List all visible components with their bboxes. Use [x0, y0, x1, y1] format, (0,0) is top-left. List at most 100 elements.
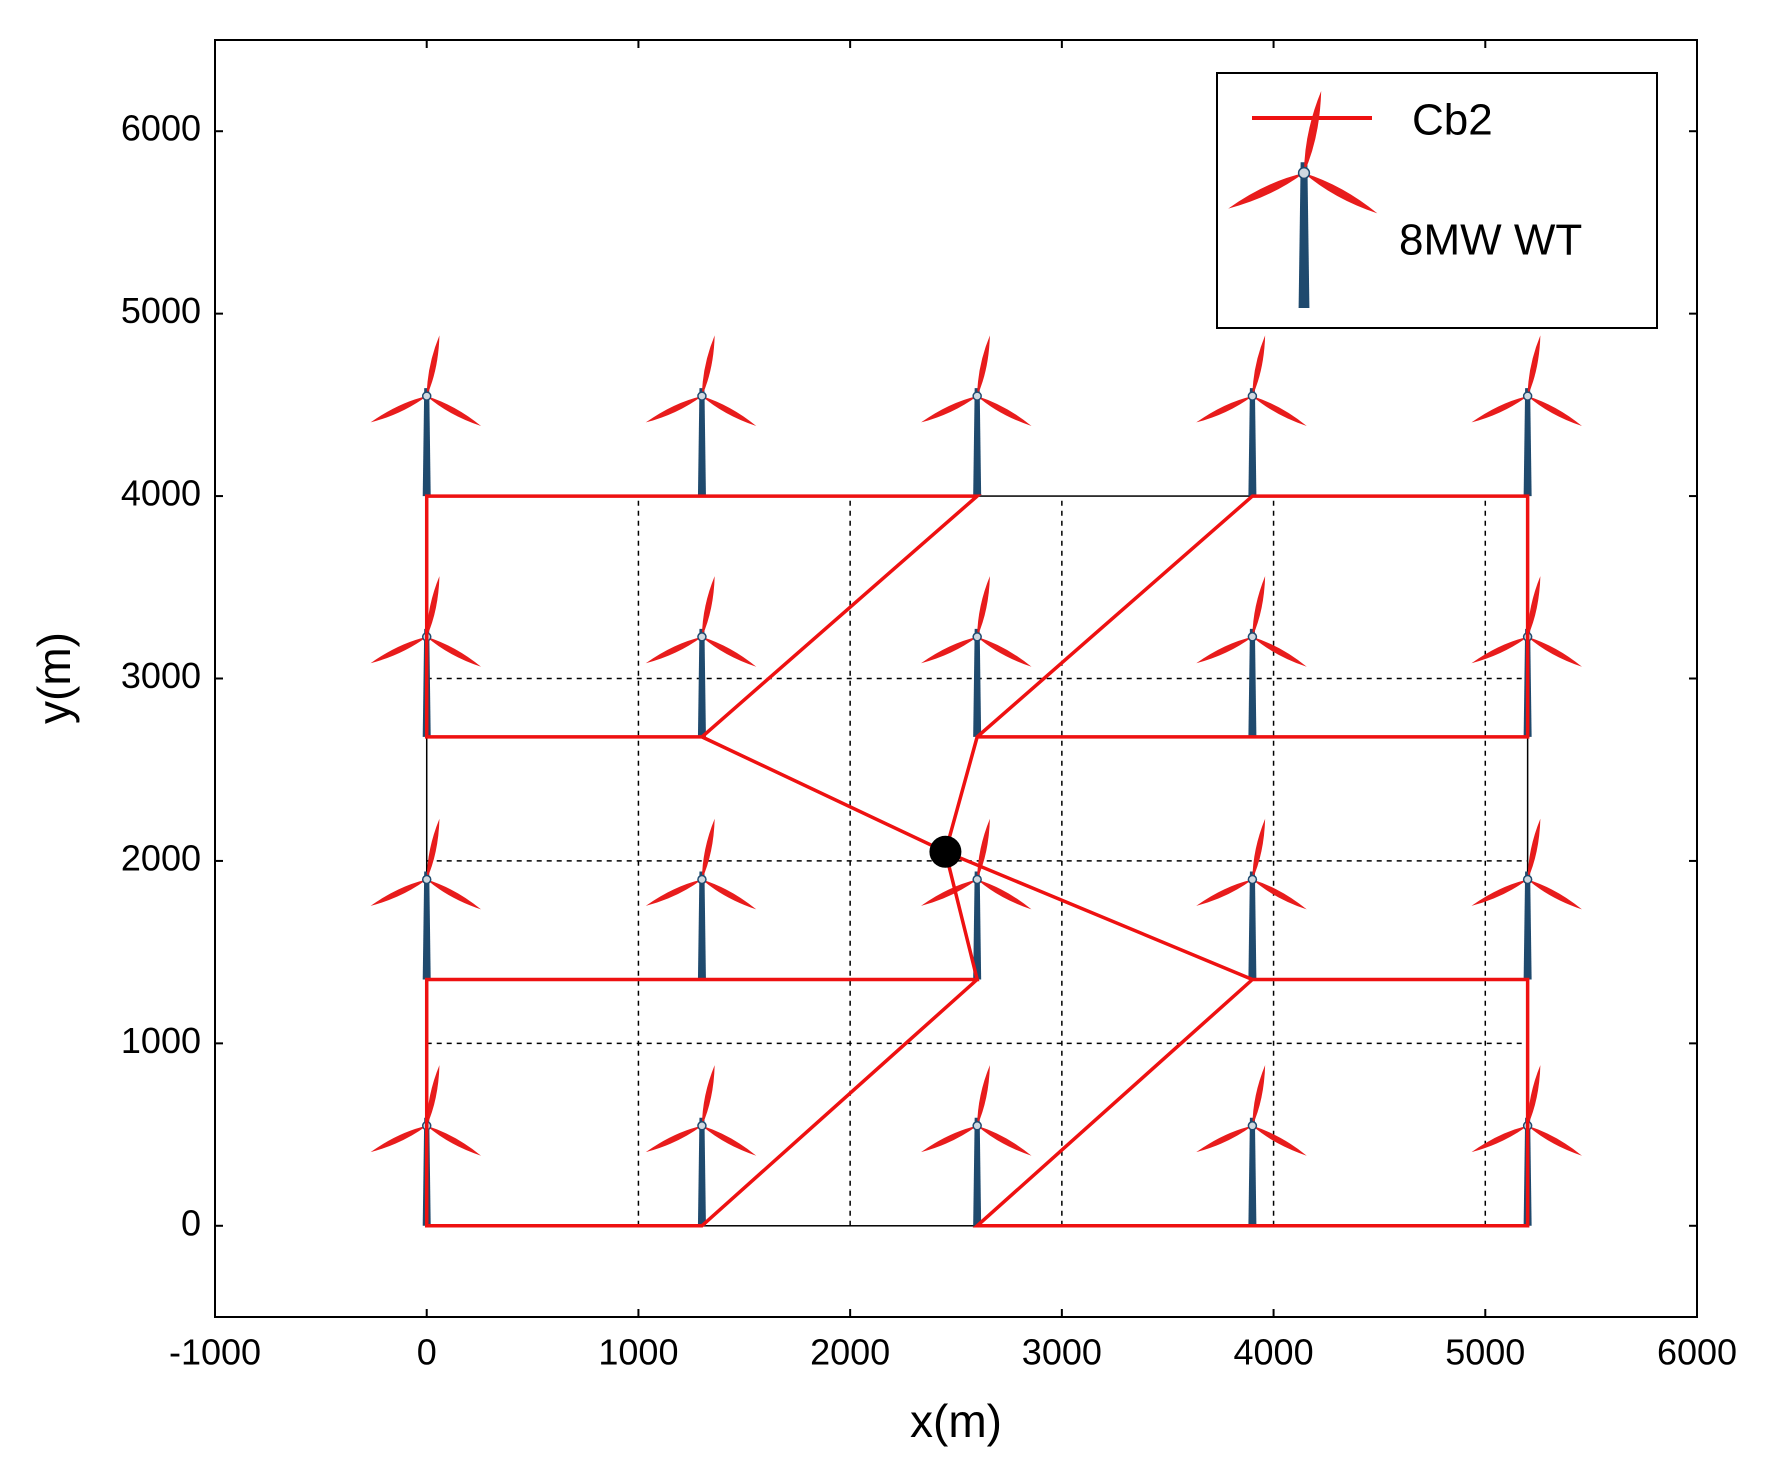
turbine-blade	[426, 335, 440, 397]
turbine-blade	[1252, 396, 1307, 427]
turbine	[370, 818, 482, 980]
turbine-hub	[1297, 166, 1311, 180]
turbine-hub	[1247, 874, 1258, 885]
turbine-blade	[370, 636, 427, 664]
turbine-tower	[697, 628, 706, 737]
turbine-blade	[1527, 335, 1541, 397]
legend-box	[1216, 72, 1658, 329]
turbine-blade	[977, 636, 1032, 667]
turbine-blade	[1527, 1065, 1541, 1126]
x-tick-label: 1000	[598, 1332, 678, 1373]
turbine	[921, 818, 1032, 980]
x-tick-label: -1000	[169, 1332, 261, 1373]
turbine-blade	[701, 396, 757, 427]
turbine-blade	[977, 576, 990, 637]
turbine-tower	[973, 388, 982, 497]
turbine	[921, 335, 1032, 497]
y-axis-label: y(m)	[28, 632, 80, 724]
y-tick-label: 4000	[121, 473, 201, 514]
turbine-blade	[977, 1065, 990, 1126]
turbine-blade	[1527, 576, 1541, 637]
x-tick-label: 5000	[1445, 1332, 1525, 1373]
y-tick-label: 0	[181, 1202, 201, 1243]
turbine-hub	[972, 874, 982, 885]
y-tick-label: 1000	[121, 1020, 201, 1061]
turbine	[1196, 1065, 1307, 1226]
turbine-hub	[1522, 874, 1533, 885]
turbine-blade	[977, 396, 1032, 427]
turbine	[1196, 576, 1307, 737]
turbine-blade	[426, 396, 482, 427]
turbine-blade	[645, 636, 702, 664]
turbine-blade	[1252, 576, 1266, 637]
turbine-hub	[697, 632, 707, 642]
turbine-blade	[1471, 1125, 1528, 1153]
turbine-blade	[370, 396, 427, 423]
x-tick-label: 2000	[810, 1332, 890, 1373]
turbine-tower	[422, 388, 431, 497]
turbine-blade	[1252, 636, 1307, 667]
turbine-tower	[973, 871, 982, 980]
turbine-blade	[1252, 1065, 1266, 1126]
turbine	[645, 818, 757, 980]
turbine-blade	[1527, 636, 1582, 667]
cable	[424, 851, 980, 1228]
turbine-blade	[977, 1125, 1032, 1156]
turbine-blade	[426, 576, 440, 637]
turbine-blade	[701, 636, 757, 667]
turbine-tower	[697, 388, 706, 497]
turbine-tower	[1523, 388, 1532, 497]
substation	[929, 835, 962, 868]
turbine-tower	[1248, 871, 1257, 980]
turbine-blade	[1527, 396, 1582, 427]
turbine-tower	[697, 1117, 706, 1226]
turbine-blade	[701, 818, 715, 880]
turbine	[1196, 818, 1307, 980]
legend-label: 8MW WT	[1399, 216, 1582, 265]
turbine-blade	[1304, 173, 1378, 214]
turbine-tower	[1248, 388, 1257, 497]
turbine-blade	[1196, 396, 1253, 423]
turbine-blade	[1471, 396, 1528, 423]
turbine-blade	[1196, 879, 1253, 906]
turbine-blade	[1252, 818, 1266, 880]
turbine-hub	[972, 391, 982, 401]
turbine-hub	[421, 391, 432, 401]
turbine	[921, 576, 1032, 737]
y-tick-label: 5000	[121, 290, 201, 331]
turbine	[1196, 335, 1307, 497]
turbine-tower	[973, 1117, 982, 1226]
turbine	[370, 335, 482, 497]
x-tick-label: 0	[417, 1332, 437, 1373]
turbine-blade	[370, 1125, 427, 1153]
turbine-blade	[701, 1125, 757, 1156]
turbine-blade	[1527, 1125, 1582, 1156]
turbine-blade	[370, 879, 427, 906]
turbine-blade	[426, 1125, 482, 1156]
turbine-blade	[1527, 818, 1541, 880]
turbine-blade	[1252, 879, 1307, 910]
turbine-blade	[1304, 91, 1322, 173]
turbine-blade	[977, 879, 1032, 910]
turbine	[1471, 335, 1582, 497]
turbine-blade	[701, 879, 757, 910]
turbine-blade	[701, 1065, 715, 1126]
turbine-tower	[1248, 1117, 1257, 1226]
turbine-blade	[1228, 173, 1304, 209]
turbine-hub	[1247, 632, 1258, 642]
turbine-blade	[645, 1125, 702, 1153]
turbine-hub	[1522, 391, 1533, 401]
turbine-blade	[1196, 636, 1253, 664]
cable	[424, 494, 982, 854]
turbine-tower	[1523, 871, 1532, 980]
turbine-tower	[1248, 628, 1257, 737]
y-tick-label: 3000	[121, 655, 201, 696]
turbine	[645, 1065, 757, 1226]
turbine-hub	[697, 874, 707, 885]
turbine-blade	[977, 335, 990, 397]
turbine-blade	[921, 396, 978, 423]
turbine-hub	[421, 874, 432, 885]
turbine-blade	[645, 396, 702, 423]
y-tick-label: 6000	[121, 108, 201, 149]
